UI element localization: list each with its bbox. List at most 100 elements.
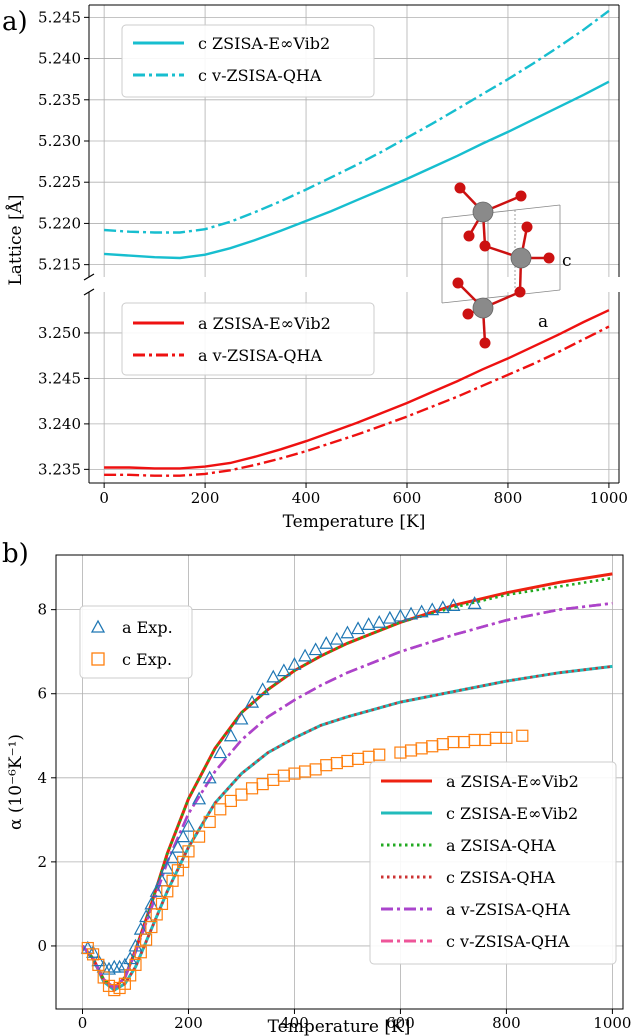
c-exp-point-42 [436, 738, 449, 751]
panel-b-series-group [81, 572, 613, 992]
crystal-structure-inset: c a [441, 182, 572, 349]
a-exp-point-26 [255, 682, 270, 696]
legend-a: a ZSISA-E∞Vib2 a v-ZSISA-QHA [121, 302, 375, 376]
a-exp-point-40 [404, 606, 419, 620]
c-exp-point-30 [298, 765, 312, 778]
a-exp-point-45 [467, 596, 482, 609]
a-exp-point-15 [160, 860, 175, 874]
legend-a-label-1: a v-ZSISA-QHA [198, 346, 322, 365]
legend-theory-label-3: c ZSISA-QHA [446, 868, 555, 887]
c-exp-point-44 [457, 735, 471, 749]
a-exp-point-27 [266, 669, 281, 683]
c-exp-point-26 [256, 778, 269, 791]
panel-b-xtick-label-0: 0 [78, 1014, 88, 1032]
c-exp-point-27 [267, 773, 280, 786]
a-exp-point-39 [393, 608, 408, 622]
c-exp-point-39 [404, 744, 418, 757]
legend-a-label-0: a ZSISA-E∞Vib2 [198, 314, 331, 333]
panel-a-c-ytick-label-2: 5.225 [38, 173, 81, 191]
a-exp-point-22 [213, 745, 228, 759]
a-exp-point-33 [329, 631, 344, 645]
a-exp-point-30 [298, 648, 313, 662]
a-exp-point-36 [361, 617, 376, 630]
panel-b-xlabel: Temperature [K] [268, 1017, 411, 1036]
legend-theory-label-2: a ZSISA-QHA [446, 836, 556, 855]
panel-b-ytick-label-4: 8 [37, 601, 47, 619]
panel-b: b) 0 2 4 6 8 0 200 400 600 800 1000 α (10⁻⁶K⁻¹) T… [2, 539, 631, 1036]
panel-a-c-ytick-label-0: 5.215 [38, 256, 81, 274]
c-exp-point-41 [426, 740, 439, 753]
panel-a-label: a) [2, 7, 28, 37]
panel-b-ylabel: α (10⁻⁶K⁻¹) [6, 734, 26, 830]
panel-b-xtick-label-1: 200 [174, 1014, 203, 1032]
a-exp-point-42 [425, 602, 440, 616]
a-exp-point-18 [176, 829, 191, 843]
axis-break-marks [83, 273, 95, 296]
a-exp-point-25 [245, 694, 260, 708]
panel-a-a-series-1 [104, 325, 610, 477]
c-exp-point-35 [351, 752, 365, 765]
c-exp-point-47 [489, 731, 502, 744]
panel-a-a-ytick-label-2: 3.245 [38, 369, 81, 387]
c-exp-point-23 [224, 794, 237, 808]
c-exp-point-9 [129, 958, 142, 971]
panel-a-xlabel: Temperature [K] [283, 512, 426, 532]
c-exp-point-36 [362, 750, 375, 763]
c-exp-point-25 [245, 782, 259, 795]
legend-exp-label-0: a Exp. [122, 618, 173, 637]
panel-b-markers-group [80, 596, 529, 997]
c-exp-point-46 [479, 733, 492, 747]
c-exp-point-11 [139, 933, 153, 946]
a-exp-point-24 [234, 711, 249, 725]
a-exp-point-6 [112, 959, 127, 973]
c-exp-point-20 [192, 830, 206, 843]
legend-theory-label-4: a v-ZSISA-QHA [446, 900, 570, 919]
c-exp-point-21 [203, 815, 216, 829]
c-exp-point-12 [145, 920, 158, 934]
panel-a-a-ytick-label-0: 3.235 [38, 460, 81, 478]
legend-exp-square-icon [91, 652, 105, 666]
panel-b-xtick-label-5: 1000 [593, 1014, 631, 1032]
a-exp-point-13 [149, 884, 164, 897]
legend-exp-label-1: c Exp. [122, 650, 172, 669]
c-exp-point-10 [134, 946, 147, 959]
a-exp-point-32 [319, 636, 334, 649]
c-exp-point-40 [415, 742, 428, 755]
legend-exp: a Exp. c Exp. [79, 605, 193, 679]
inset-label-c: c [562, 251, 572, 271]
c-exp-point-33 [330, 756, 343, 770]
panel-a-c-ytick-label-3: 5.230 [38, 132, 81, 150]
c-exp-point-49 [516, 729, 529, 742]
legend-theory: a ZSISA-E∞Vib2 c ZSISA-E∞Vib2 a ZSISA-QHA c… [369, 761, 617, 965]
legend-c-label-0: c ZSISA-E∞Vib2 [198, 34, 330, 53]
a-exp-point-16 [165, 850, 180, 864]
c-exp-point-43 [447, 735, 460, 749]
a-exp-point-19 [181, 818, 196, 832]
c-exp-point-32 [320, 759, 333, 772]
panel-a-c-ytick-label-6: 5.245 [38, 8, 81, 26]
panel-b-series-4 [81, 602, 613, 990]
a-exp-point-21 [202, 770, 217, 784]
panel-b-frame [55, 554, 624, 1010]
panel-b-xtick-label-2: 400 [280, 1014, 309, 1032]
panel-b-label: b) [2, 539, 29, 569]
inset-label-a: a [538, 312, 548, 332]
panel-a-c-series-group [104, 9, 610, 260]
panel-a-a-ytick-label-3: 3.250 [38, 324, 81, 342]
panel-a-c-series-0 [104, 80, 610, 260]
c-exp-point-14 [155, 897, 169, 911]
a-exp-point-20 [192, 791, 207, 805]
a-exp-point-37 [372, 615, 387, 628]
a-exp-point-41 [414, 604, 429, 618]
c-exp-point-2 [92, 958, 105, 971]
panel-a-xtick-label-4: 800 [494, 489, 523, 507]
panel-a-a-series-0 [104, 309, 610, 470]
panel-b-ytick-label-3: 6 [37, 685, 47, 703]
panel-b-ytick-label-1: 2 [37, 853, 47, 871]
legend-exp-triangle-icon [90, 619, 106, 633]
a-exp-point-34 [340, 625, 355, 639]
a-exp-point-28 [276, 663, 291, 677]
panel-a-a-series-group [104, 309, 610, 477]
panel-a: a) 5.215 5.220 5.225 5.230 5.235 5.240 5.245 3… [2, 4, 628, 532]
